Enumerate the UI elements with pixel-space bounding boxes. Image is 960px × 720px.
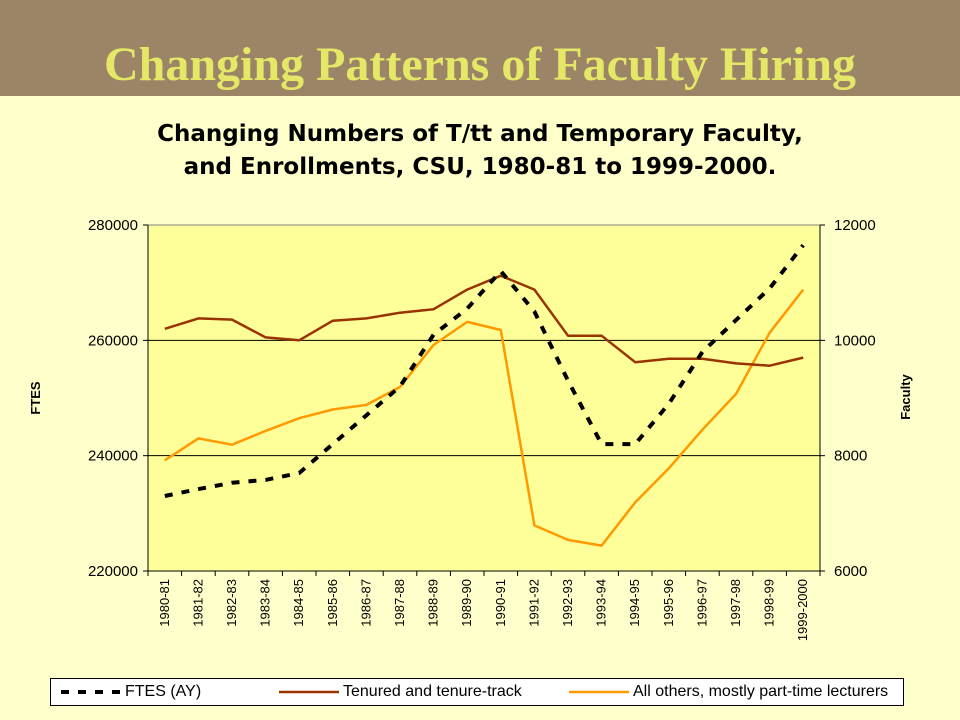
chart-legend: FTES (AY) Tenured and tenure-track All o… bbox=[50, 678, 904, 706]
legend-swatch-others bbox=[569, 690, 629, 694]
x-tick-label: 1989-90 bbox=[459, 579, 474, 627]
x-tick-label: 1991-92 bbox=[526, 579, 541, 627]
y-right-axis-label: Faculty bbox=[898, 373, 913, 419]
x-tick-label: 1980-81 bbox=[157, 579, 172, 627]
grid-lines bbox=[148, 339, 820, 457]
x-tick-label: 1986-87 bbox=[358, 579, 373, 627]
legend-item-tenured: Tenured and tenure-track bbox=[279, 679, 522, 705]
legend-swatch-ftes bbox=[61, 690, 121, 694]
chart-title-line-2: and Enrollments, CSU, 1980-81 to 1999-20… bbox=[183, 154, 777, 180]
x-tick-label: 1995-96 bbox=[661, 579, 676, 627]
x-tick-label: 1988-89 bbox=[426, 579, 441, 627]
y-right-tick-label: 6000 bbox=[834, 563, 867, 580]
y-right-tick-label: 12000 bbox=[834, 217, 876, 234]
legend-label-ftes: FTES (AY) bbox=[125, 683, 202, 700]
x-tick-label: 1994-95 bbox=[627, 579, 642, 627]
x-tick-label: 1981-82 bbox=[190, 579, 205, 627]
slide-title: Changing Patterns of Faculty Hiring bbox=[104, 38, 856, 91]
title-banner bbox=[0, 0, 960, 96]
x-tick-label: 1998-99 bbox=[762, 579, 777, 627]
x-tick-label: 1993-94 bbox=[594, 579, 609, 627]
chart-title: Changing Numbers of T/tt and Temporary F… bbox=[60, 118, 900, 184]
axes bbox=[143, 224, 825, 576]
legend-swatch-tenured bbox=[279, 690, 339, 694]
chart-title-line-1: Changing Numbers of T/tt and Temporary F… bbox=[157, 121, 803, 147]
plot-area bbox=[147, 224, 821, 572]
x-tick-label: 1984-85 bbox=[291, 579, 306, 627]
axis-labels: 220000 6000 240000 8000 260000 10000 280000 120… bbox=[28, 217, 913, 641]
x-tick-label: 1983-84 bbox=[258, 579, 273, 627]
legend-item-others: All others, mostly part-time lecturers bbox=[569, 679, 888, 705]
x-tick-label: 1990-91 bbox=[493, 579, 508, 627]
x-tick-label: 1996-97 bbox=[694, 579, 709, 627]
y-left-tick-label: 220000 bbox=[88, 563, 138, 580]
series-line-tenured bbox=[164, 274, 804, 367]
series-layer bbox=[164, 243, 805, 547]
y-left-tick-label: 240000 bbox=[88, 448, 138, 465]
y-left-axis-label: FTES bbox=[28, 381, 43, 415]
x-tick-label: 1997-98 bbox=[728, 579, 743, 627]
legend-label-others: All others, mostly part-time lecturers bbox=[633, 683, 889, 700]
x-tick-label: 1987-88 bbox=[392, 579, 407, 627]
series-line-others bbox=[164, 288, 805, 547]
y-right-tick-label: 8000 bbox=[834, 448, 867, 465]
x-tick-label: 1992-93 bbox=[560, 579, 575, 627]
x-tick-label: 1982-83 bbox=[224, 579, 239, 627]
y-left-tick-label: 280000 bbox=[88, 217, 138, 234]
series-line-ftes bbox=[164, 243, 805, 498]
legend-label-tenured: Tenured and tenure-track bbox=[343, 683, 522, 700]
y-left-tick-label: 260000 bbox=[88, 332, 138, 349]
legend-item-ftes: FTES (AY) bbox=[61, 679, 201, 705]
x-tick-label: 1985-86 bbox=[325, 579, 340, 627]
y-right-tick-label: 10000 bbox=[834, 332, 876, 349]
x-tick-label: 1999-2000 bbox=[795, 579, 810, 641]
